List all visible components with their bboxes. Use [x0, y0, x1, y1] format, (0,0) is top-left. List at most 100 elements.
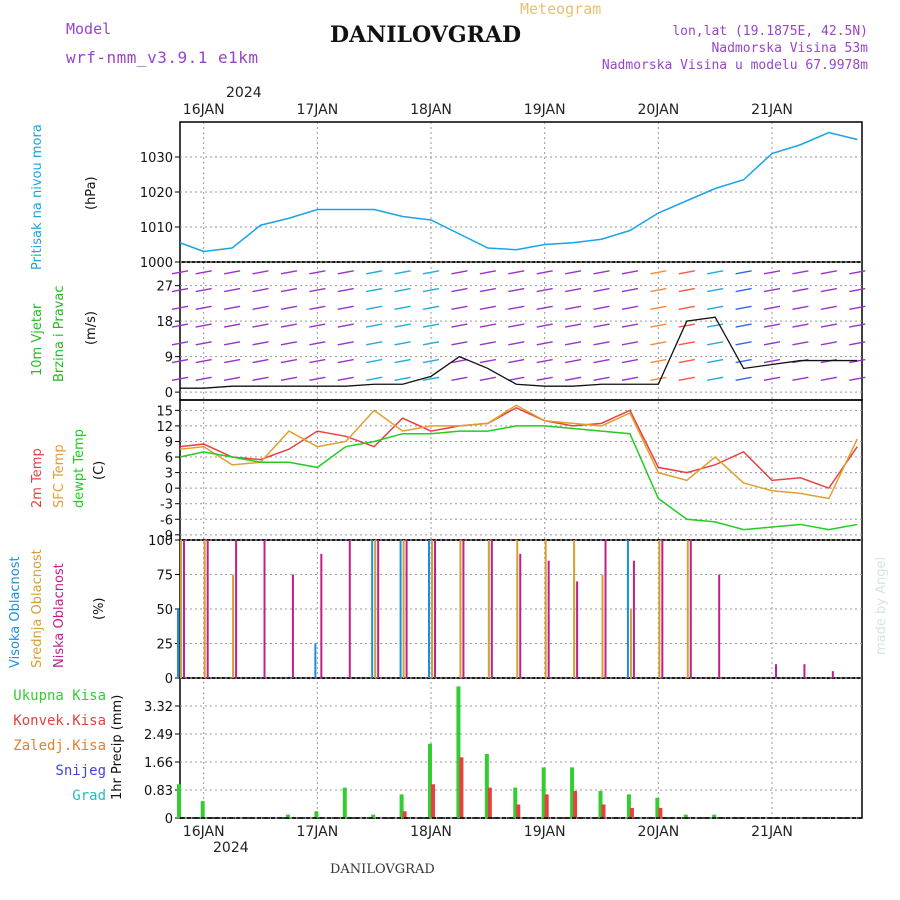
wind-arrow	[337, 358, 354, 364]
wind-arrow	[820, 305, 837, 311]
wind-arrow	[849, 305, 866, 311]
wind-arrow	[422, 323, 440, 328]
cloud-bar	[348, 540, 351, 678]
precip-bar	[516, 804, 521, 818]
x-tick-label-bottom: 20JAN	[637, 824, 679, 840]
wind-arrow	[280, 358, 298, 364]
precip-bar	[487, 787, 492, 818]
wind-arrow	[195, 287, 212, 293]
cloud-bar	[573, 540, 576, 678]
cloud-bar	[232, 574, 235, 678]
precip-bar	[712, 814, 717, 818]
wind-arrow	[735, 270, 752, 275]
wind-arrow	[252, 305, 269, 311]
wind-arrow	[479, 287, 496, 293]
wind-arrow	[536, 270, 553, 275]
wind-arrow	[792, 323, 809, 328]
wind-arrow	[280, 376, 298, 381]
wind-arrow	[451, 270, 468, 275]
wind-arrow	[422, 305, 440, 311]
wind-arrow	[763, 376, 781, 381]
wind-arrow	[309, 341, 326, 346]
wind-arrow	[171, 305, 189, 311]
wind-arrow	[792, 270, 809, 275]
cloud-bar	[399, 540, 402, 678]
wind-arrow	[763, 341, 781, 346]
wind-arrow	[171, 287, 189, 293]
wind-arrow	[508, 323, 525, 328]
panel-frame	[179, 261, 863, 401]
x-tick-label-bottom: 17JAN	[296, 824, 338, 840]
y-tick-label: 9	[165, 435, 173, 450]
wind-arrow	[479, 270, 496, 275]
wind-arrow	[536, 323, 553, 328]
y-tick-label: 50	[156, 603, 173, 618]
model-value: wrf-nmm_v3.9.1 e1km	[66, 48, 259, 67]
wind-speed-line	[180, 316, 858, 389]
cloud-bar	[203, 540, 206, 678]
legend-conv: Konvek.Kisa	[13, 713, 106, 729]
wind-arrow	[280, 341, 298, 346]
y-tick-label: 25	[156, 638, 173, 653]
wind-arrow	[366, 376, 383, 381]
model-label: Model	[66, 20, 112, 38]
meteogram-label: Meteogram	[520, 0, 602, 18]
wind-arrow	[650, 287, 667, 293]
wind-arrow	[621, 341, 639, 346]
wind-arrow	[763, 323, 781, 328]
y-tick-label: -6	[160, 513, 173, 528]
x-tick-label-top: 18JAN	[410, 102, 452, 118]
wind-arrow	[564, 305, 582, 311]
wind-arrow	[252, 341, 269, 346]
y-tick-label: 27	[156, 280, 173, 295]
cloud-bar	[459, 540, 462, 678]
wind-arrow	[564, 323, 582, 328]
wind-arrow	[479, 341, 496, 346]
wind-arrow	[394, 305, 411, 311]
y-tick-label: 0	[165, 386, 173, 401]
cloud-bar	[462, 540, 465, 678]
wind-arrow	[309, 358, 326, 364]
wind-arrow	[394, 341, 411, 346]
cloud-bar	[177, 609, 179, 678]
wind-arrow	[763, 305, 781, 311]
wind-arrow	[195, 341, 212, 346]
wind-arrow	[536, 358, 553, 364]
cloud-bar	[689, 540, 692, 678]
wind-arrow	[422, 287, 440, 293]
wind-arrow	[451, 376, 468, 381]
wind-arrow	[223, 287, 241, 293]
precip-bar	[629, 807, 634, 818]
precip-bar	[626, 794, 631, 818]
wind-arrow	[678, 358, 695, 364]
wind-arrow	[508, 358, 525, 364]
y-tick-label: 1010	[140, 221, 173, 236]
precip-bar	[431, 784, 436, 818]
y-tick-label: 1020	[140, 186, 173, 201]
wind-arrow	[309, 305, 326, 311]
wind-arrow	[252, 270, 269, 275]
wind-arrow	[621, 376, 639, 381]
cloud-bar	[402, 540, 405, 678]
cloud-bar	[377, 540, 380, 678]
year-top: 2024	[226, 85, 262, 101]
wind-arrow	[337, 323, 354, 328]
wind-arrow	[280, 287, 298, 293]
wind-arrow	[394, 287, 411, 293]
cloud-bar	[405, 540, 408, 678]
wind-arrow	[707, 305, 724, 311]
precip-bar	[459, 757, 464, 818]
wind-arrow	[536, 305, 553, 311]
wind-arrow	[366, 341, 383, 346]
precip-bar	[683, 814, 688, 818]
wind-arrow	[171, 358, 189, 364]
x-tick-label-bottom: 16JAN	[183, 824, 225, 840]
y-tick-label: 1.66	[144, 756, 173, 771]
cloud-bar	[661, 540, 664, 678]
y-tick-label: 18	[156, 315, 173, 330]
wind-arrow	[451, 305, 468, 311]
wind-arrow	[650, 270, 667, 275]
wind-arrow	[820, 270, 837, 275]
wind-arrow	[849, 287, 866, 293]
wind-arrow	[792, 376, 809, 381]
